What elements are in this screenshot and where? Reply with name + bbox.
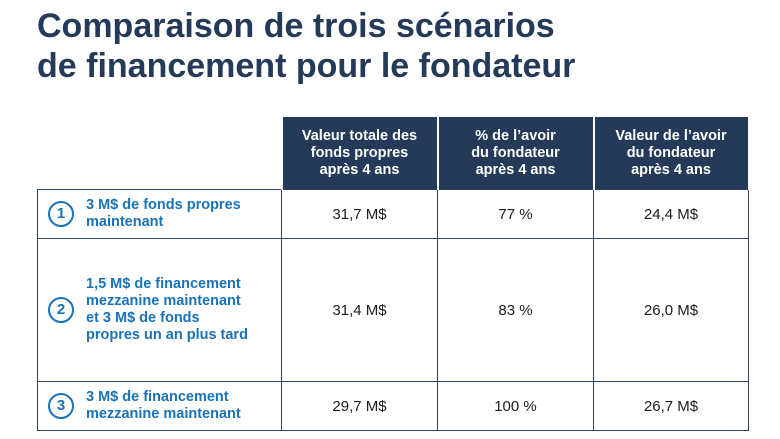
scenario-number-badge: 3 [48,393,74,419]
header-corner [37,117,282,190]
scenario-line: et 3 M$ de fonds [86,310,200,326]
founder-equity-value: 26,7 M$ [593,381,749,431]
header-line: Valeur totale des [301,127,418,144]
page-title: Comparaison de trois scénarios de financ… [37,6,575,86]
scenario-label: 3 M$ de financement mezzanine maintenant [86,389,241,423]
header-line: du fondateur [626,144,716,161]
table-row: 1 3 M$ de fonds propres maintenant 31,7 … [37,189,749,239]
header-line: % de l’avoir [475,127,556,144]
total-equity-value: 29,7 M$ [281,381,438,431]
founder-percent-value: 83 % [437,238,594,382]
founder-equity-value: 24,4 M$ [593,189,749,239]
founder-equity-value: 26,0 M$ [593,238,749,382]
header-total-equity: Valeur totale des fonds propres après 4 … [280,117,439,190]
scenario-line: mezzanine maintenant [86,406,241,422]
scenario-label: 3 M$ de fonds propres maintenant [86,197,241,231]
scenario-label: 1,5 M$ de financement mezzanine maintena… [86,276,248,344]
scenario-line: mezzanine maintenant [86,293,241,309]
scenario-line: 3 M$ de fonds propres [86,197,241,213]
scenario-line: maintenant [86,214,164,230]
scenario-line: 1,5 M$ de financement [86,276,241,292]
table-row: 3 3 M$ de financement mezzanine maintena… [37,381,749,431]
scenario-cell: 2 1,5 M$ de financement mezzanine mainte… [37,238,282,382]
header-line: Valeur de l’avoir [615,127,727,144]
header-founder-percent: % de l’avoir du fondateur après 4 ans [436,117,595,190]
table-row: 2 1,5 M$ de financement mezzanine mainte… [37,238,749,382]
founder-percent-value: 77 % [437,189,594,239]
title-line-1: Comparaison de trois scénarios [37,7,555,45]
header-founder-value: Valeur de l’avoir du fondateur après 4 a… [592,117,750,190]
scenario-number-badge: 1 [48,201,74,227]
title-line-2: de financement pour le fondateur [37,47,576,85]
header-line: après 4 ans [631,161,711,178]
scenario-cell: 3 3 M$ de financement mezzanine maintena… [37,381,282,431]
header-line: du fondateur [471,144,560,161]
comparison-table: Valeur totale des fonds propres après 4 … [37,117,750,431]
header-line: fonds propres [310,144,409,161]
total-equity-value: 31,7 M$ [281,189,438,239]
header-line: après 4 ans [319,161,400,178]
table-header-row: Valeur totale des fonds propres après 4 … [37,117,750,190]
scenario-line: 3 M$ de financement [86,389,229,405]
scenario-line: propres un an plus tard [86,327,248,343]
total-equity-value: 31,4 M$ [281,238,438,382]
founder-percent-value: 100 % [437,381,594,431]
scenario-number-badge: 2 [48,297,74,323]
scenario-cell: 1 3 M$ de fonds propres maintenant [37,189,282,239]
header-line: après 4 ans [475,161,556,178]
